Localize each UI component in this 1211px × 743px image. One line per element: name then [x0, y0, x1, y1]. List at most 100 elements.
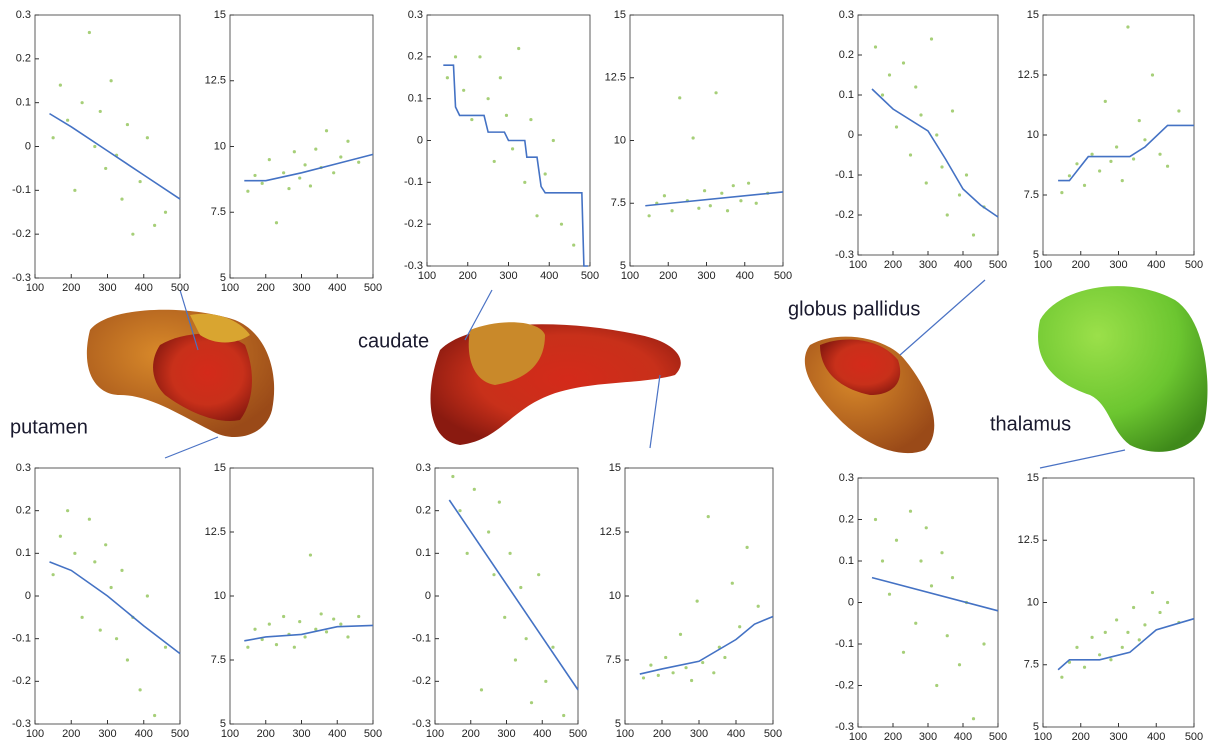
- scatter-point: [940, 551, 944, 555]
- plot: 5 7.5 10 12.5 15 100 200 300 400 500: [605, 9, 793, 282]
- scatter-point: [125, 122, 130, 127]
- fit-line: [1058, 124, 1194, 182]
- scatter-point: [678, 96, 682, 100]
- scatter-point: [562, 713, 566, 718]
- caudate-render: [430, 322, 681, 445]
- plot: -0.3 -0.2 -0.1 0 0.1 0.2 0.3 100 200 300 400 500: [404, 9, 599, 282]
- scatter-point: [706, 515, 710, 519]
- x-tick-label: 200: [653, 728, 671, 740]
- x-tick-label: 100: [1034, 731, 1052, 743]
- x-tick-label: 500: [989, 731, 1007, 743]
- scatter-point: [971, 717, 976, 721]
- y-tick-label: -0.3: [12, 272, 31, 284]
- y-tick-label: 0.3: [408, 9, 423, 21]
- scatter-point: [332, 171, 336, 175]
- x-tick-label: 400: [533, 728, 551, 740]
- plot: -0.3 -0.2 -0.1 0 0.1 0.2 0.3 100 200 300 400 500: [835, 472, 1007, 743]
- scatter-point: [1067, 174, 1072, 178]
- y-tick-label: 12.5: [600, 526, 621, 538]
- x-tick-label: 400: [328, 728, 346, 740]
- x-tick-label: 400: [954, 259, 972, 271]
- fit-line: [443, 64, 588, 267]
- x-tick-label: 100: [849, 731, 867, 743]
- scatter-point: [529, 701, 534, 705]
- scatter-point: [487, 530, 491, 534]
- scatter-point: [1109, 159, 1113, 163]
- scatter-point: [738, 625, 742, 629]
- scatter-point: [894, 125, 899, 129]
- x-tick-label: 200: [884, 731, 902, 743]
- y-tick-label: -0.1: [835, 169, 854, 181]
- y-tick-label: 15: [609, 462, 621, 474]
- scatter-point: [260, 637, 264, 642]
- scatter-point: [66, 509, 70, 513]
- scatter-point: [253, 627, 257, 631]
- scatter-point: [1126, 25, 1130, 29]
- y-tick-label: 12.5: [205, 526, 226, 538]
- scatter-point: [656, 673, 660, 677]
- y-tick-label: 5: [1033, 721, 1039, 733]
- scatter-point: [756, 604, 760, 608]
- x-tick-label: 500: [581, 270, 599, 282]
- scatter-point: [80, 615, 84, 619]
- scatter-point: [153, 713, 157, 718]
- y-tick-label: 0.1: [408, 93, 423, 105]
- x-tick-label: 300: [919, 259, 937, 271]
- plot: -0.3 -0.2 -0.1 0 0.1 0.2 0.3 100 200 300 400 500: [12, 462, 189, 740]
- scatter-point: [1075, 162, 1079, 166]
- x-tick-label: 100: [221, 282, 239, 294]
- y-tick-label: 0: [848, 129, 854, 141]
- scatter-point: [935, 133, 939, 137]
- y-tick-label: 12.5: [1018, 534, 1039, 546]
- x-tick-label: 500: [989, 259, 1007, 271]
- x-tick-label: 200: [62, 728, 80, 740]
- plot: 5 7.5 10 12.5 15 100 200 300 400 500: [1018, 472, 1204, 743]
- scatter-point: [73, 188, 77, 192]
- fit-line: [871, 576, 999, 612]
- y-tick-label: 7.5: [1024, 189, 1039, 201]
- scatter-point: [723, 655, 727, 660]
- scatter-point: [1126, 630, 1130, 634]
- scatter-point: [1165, 600, 1170, 605]
- scatter-point: [924, 526, 928, 530]
- scatter-point: [339, 155, 343, 159]
- connector-lines: [164, 279, 1126, 469]
- scatter-point: [712, 671, 716, 675]
- x-tick-label: 100: [26, 282, 44, 294]
- scatter-point: [253, 173, 257, 178]
- scatter-point: [901, 61, 906, 65]
- x-tick-label: 400: [540, 270, 558, 282]
- x-tick-label: 500: [569, 728, 587, 740]
- scatter-point: [919, 113, 923, 117]
- scatter-point: [529, 117, 533, 122]
- fit-line: [645, 191, 784, 207]
- plot: -0.3 -0.2 -0.1 0 0.1 0.2 0.3 100 200 300 400 500: [412, 462, 587, 740]
- scatter-point: [292, 150, 296, 154]
- scatter-point: [319, 612, 323, 616]
- scatter-point: [1120, 179, 1124, 183]
- scatter-point: [924, 181, 928, 185]
- y-tick-label: 0.2: [408, 51, 423, 63]
- scatter-point: [58, 83, 62, 87]
- y-tick-label: 0: [425, 590, 431, 602]
- scatter-point: [267, 158, 271, 162]
- scatter-point: [246, 189, 250, 193]
- scatter-point: [1143, 623, 1147, 627]
- scatter-point: [641, 676, 646, 680]
- scatter-point: [919, 559, 923, 563]
- scatter-point: [544, 679, 548, 683]
- x-tick-label: 200: [459, 270, 477, 282]
- scatter-point: [1165, 164, 1170, 168]
- x-tick-label: 500: [364, 282, 382, 294]
- scatter-point: [274, 221, 279, 225]
- y-tick-label: -0.1: [412, 633, 431, 645]
- scatter-point: [702, 189, 707, 193]
- scatter-point: [1082, 665, 1087, 669]
- y-tick-label: -0.2: [835, 209, 854, 221]
- scatter-point: [1103, 630, 1107, 634]
- scatter-point: [109, 79, 113, 83]
- scatter-point: [543, 172, 547, 176]
- scatter-point: [647, 214, 651, 218]
- scatter-point: [873, 517, 878, 522]
- scatter-point: [887, 592, 892, 596]
